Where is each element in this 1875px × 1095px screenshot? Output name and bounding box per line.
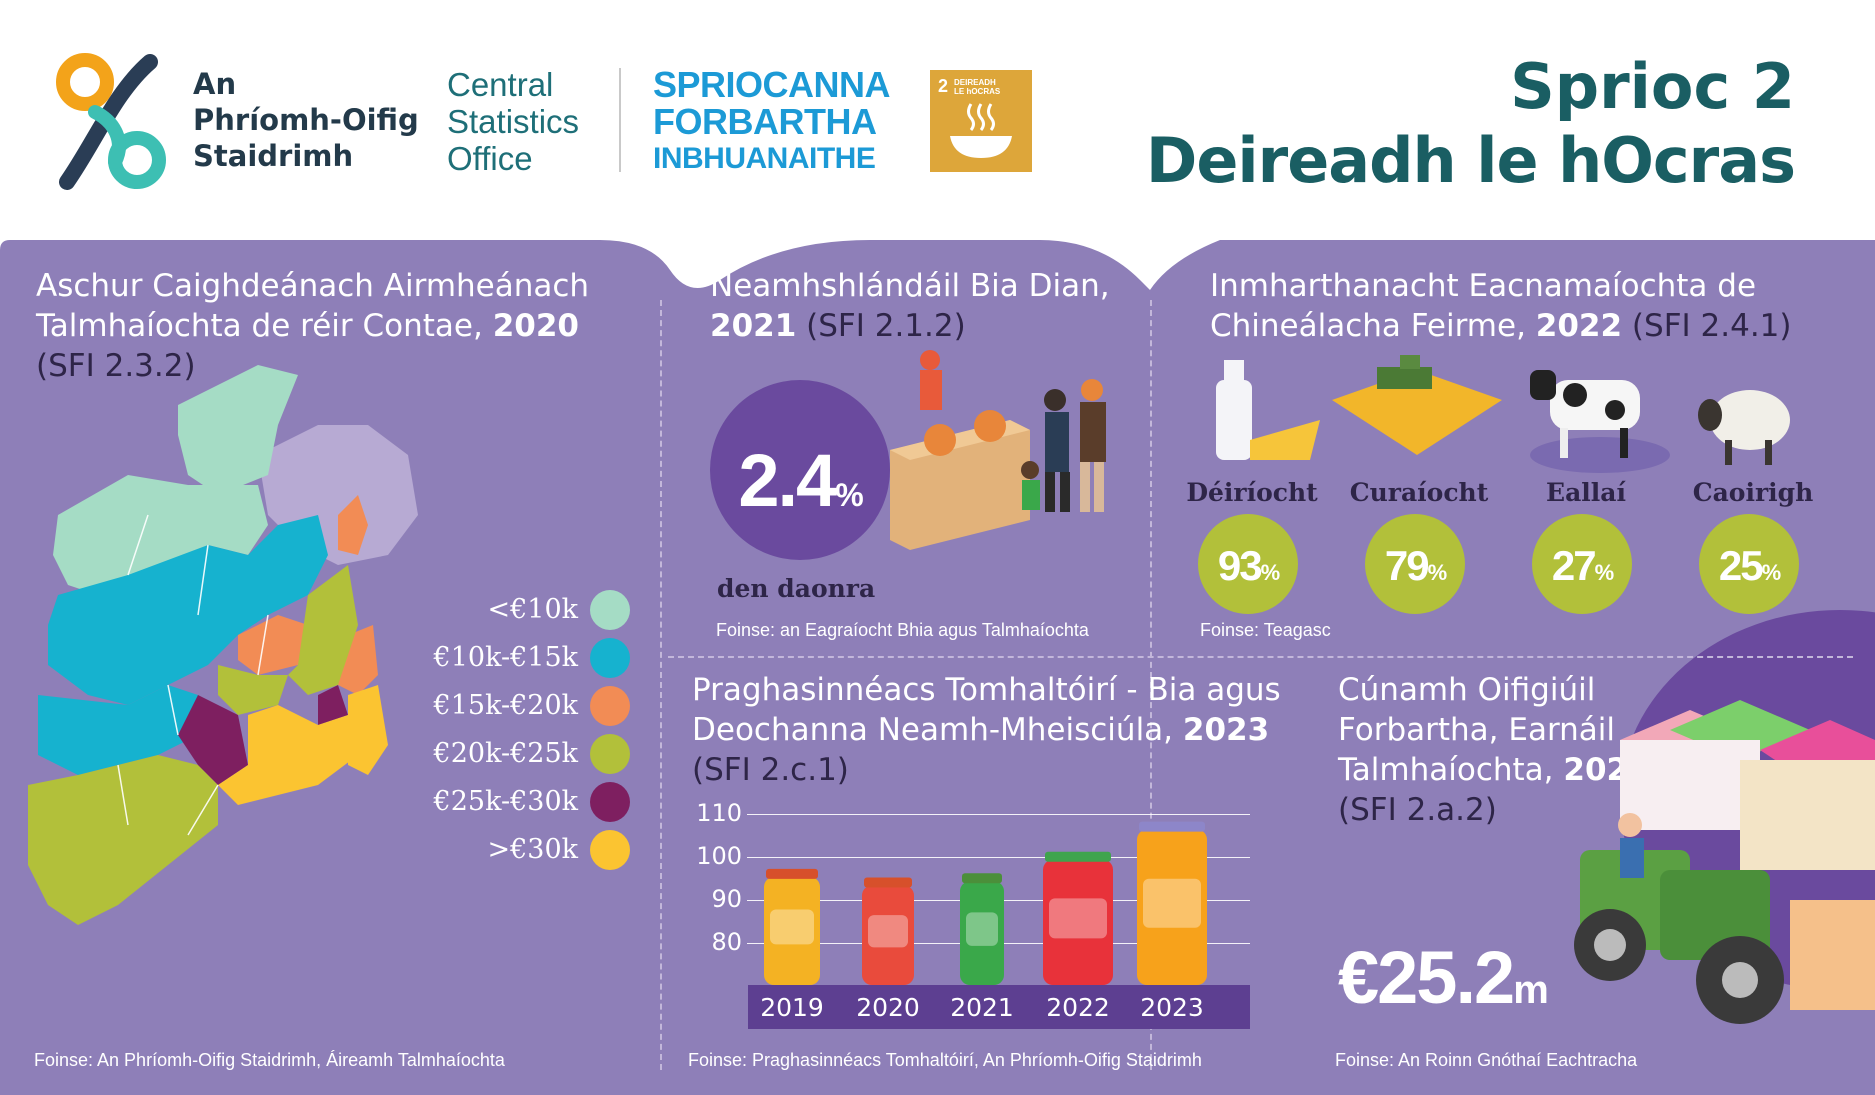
legend-item: <€10k [420,590,630,630]
bar-lid [766,868,818,879]
x-tick-label: 2023 [1140,993,1204,1022]
county-meath-kildare [288,565,358,695]
farm-type-label: Curaíocht [1349,478,1489,507]
header-divider [619,68,621,172]
bar-jar-2020 [862,877,914,985]
sdg-goal-badge: 2 DEIREADH LE hOCRAS [930,70,1032,172]
bar-label-decoration [1049,898,1107,939]
farm-panel-title: Inmharthanacht Eacnamaíochta de Chineála… [1210,268,1792,344]
gridline [747,814,1250,815]
milk-cheese-icon [1216,360,1320,460]
farm-viability-circle: 27% [1532,514,1632,614]
county-donegal [178,365,298,495]
y-tick-label: 80 [711,928,742,956]
x-tick-label: 2021 [950,993,1014,1022]
legend-item: €15k-€20k [420,686,630,726]
bar-label-decoration [770,909,814,945]
legend-item: €25k-€30k [420,782,630,822]
farm-viability-circle: 25% [1699,514,1799,614]
cpi-panel-title: Praghasinnéacs Tomhaltóirí - Bia agus De… [692,672,1281,788]
county-dublin-east [338,495,368,555]
bar [764,876,820,985]
farm-viability-circle: 79% [1365,514,1465,614]
y-tick-label: 100 [696,842,742,870]
county-clare-limerick [38,685,198,775]
soup-bowl-icon [950,103,1012,158]
bar-lid [1045,851,1111,862]
bar-lid [864,877,912,888]
farm-type-label: Eallaí [1546,478,1626,507]
sheep-icon [1698,390,1790,465]
bar [960,881,1004,985]
cpi-bar-chart [764,821,1207,985]
sdg-wordmark: SPRIOCANNA FORBARTHA INBHUANAITHE [653,64,891,175]
bar-label-decoration [868,915,908,948]
food-bank-illustration-icon [890,350,1106,550]
county-galway-midlands [48,515,328,705]
header: An Phríomh-Oifig Staidrimh Central Stati… [0,0,1875,250]
divider-horizontal [668,656,1853,658]
county-mayo-galway-north [53,475,218,595]
cow-icon [1530,370,1670,473]
food-insecurity-value: 2.4 [738,439,837,522]
county-tipperary [178,695,248,785]
x-axis-band [748,985,1250,1029]
y-tick-label: 110 [696,799,742,827]
divider-vertical-left [660,300,662,1070]
cso-logo-icon [56,53,166,190]
legend-item: €20k-€25k [420,734,630,774]
bar-label-decoration [966,912,998,946]
farm-viability-circle: 93% [1198,514,1298,614]
aid-panel-title: Cúnamh Oifigiúil Forbartha, Earnáil Talm… [1338,672,1650,828]
legend-item: €10k-€15k [420,638,630,678]
farm-type-label: Déiríocht [1186,478,1318,507]
org-name-english: Central Statistics Office [447,66,580,177]
tractor-money-illustration-icon [1574,700,1875,1024]
org-name-irish: An Phríomh-Oifig Staidrimh [193,67,419,173]
county-cork-kerry [28,755,218,925]
county-laois-midwest [218,665,288,715]
goal-title: Sprioc 2 Deireadh le hOcras [1145,50,1796,197]
bar [1043,859,1113,985]
food-insecurity-circle: 2.4% [710,380,890,560]
map-source: Foinse: An Phríomh-Oifig Staidrimh, Áire… [34,1050,505,1070]
county-kilkenny-waterford [218,705,358,805]
map-panel-title: Aschur Caighdeánach Airmheánach Talmhaío… [36,268,590,384]
cpi-source: Foinse: Praghasinnéacs Tomhaltóirí, An P… [688,1050,1202,1070]
bar-jar-2021 [960,873,1004,985]
bar-label-decoration [1143,878,1201,928]
bar-jar-2022 [1043,851,1113,985]
bar-jar-2023 [1137,821,1207,985]
gridline [747,857,1250,858]
county-carlow [318,685,348,725]
x-tick-label: 2019 [760,993,824,1022]
crop-field-icon [1332,355,1502,455]
bar-jar-2019 [764,868,820,985]
legend-item: >€30k [420,830,630,870]
county-wexford [348,685,388,775]
county-leitrim-cavan [188,485,268,555]
divider-vertical-right [1150,300,1152,1070]
bar-lid [962,873,1002,884]
county-offaly-westmeath [238,615,308,675]
x-tick-label: 2022 [1046,993,1110,1022]
ireland-county-map [28,365,418,925]
food-panel-title: Neamhshlándáil Bia Dian, 2021 (SFI 2.1.2… [710,268,1110,344]
aid-amount: €25.2m [1338,936,1549,1019]
x-tick-label: 2020 [856,993,920,1022]
food-source: Foinse: an Eagraíocht Bhia agus Talmhaío… [716,620,1089,640]
farm-type-label: Caoirigh [1692,478,1814,507]
bar [1137,829,1207,985]
food-insecurity-caption: den daonra [717,574,876,603]
aid-source: Foinse: An Roinn Gnóthaí Eachtracha [1335,1050,1638,1070]
bar [862,885,914,985]
farm-source: Foinse: Teagasc [1200,620,1331,640]
bar-lid [1139,821,1205,832]
y-tick-label: 90 [711,885,742,913]
